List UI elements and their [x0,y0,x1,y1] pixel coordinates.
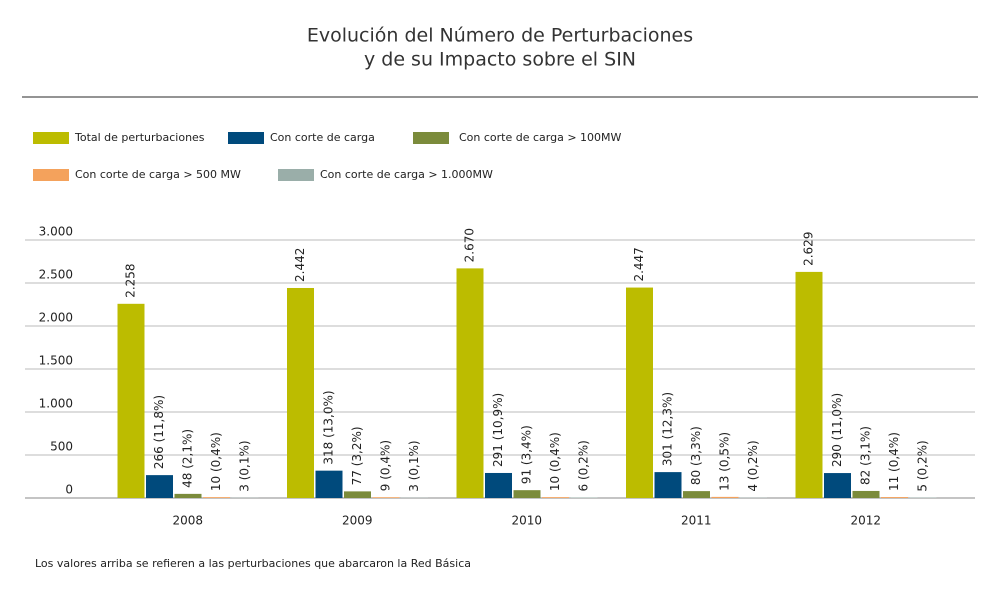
bar [146,475,173,498]
value-label: 301 (12,3%) [661,392,675,466]
y-tick-label: 2.000 [39,311,73,325]
value-label: 3 (0,1%) [407,440,421,491]
y-tick-label: 1.000 [39,397,73,411]
value-label: 48 (2,1%) [181,429,195,488]
legend-label: Con corte de carga > 1.000MW [320,168,493,181]
value-label: 82 (3,1%) [859,426,873,485]
value-label: 318 (13,0%) [322,390,336,464]
bar [626,287,653,498]
y-tick-label: 500 [50,440,73,454]
value-label: 291 (10,9%) [491,393,505,467]
bar [654,472,682,498]
value-label: 91 (3,4%) [520,425,534,484]
footnote: Los valores arriba se refieren a las per… [35,557,471,570]
x-tick-label: 2008 [172,514,203,528]
bar [372,497,400,498]
bar [344,491,371,498]
chart-title: Evolución del Número de Perturbaciones [307,25,693,47]
value-label: 10 (0,4%) [209,432,223,491]
legend-swatch [33,169,69,181]
x-tick-label: 2009 [342,514,373,528]
bar [824,473,851,498]
bar [795,271,823,498]
bar [513,490,541,498]
value-label: 3 (0,1%) [238,440,252,491]
y-tick-label: 3.000 [39,225,73,239]
legend-label: Total de perturbaciones [74,131,205,144]
bar [570,497,598,498]
legend-swatch [278,169,314,181]
legend-swatch [228,132,264,144]
y-tick-label: 1.500 [39,354,73,368]
bar [287,287,314,498]
bar [456,268,484,498]
x-tick-label: 2012 [850,514,881,528]
value-label: 80 (3,3%) [689,426,703,485]
y-tick-label: 0 [65,483,73,497]
value-label: 2.447 [632,247,646,281]
bar [117,303,145,498]
y-tick-label: 2.500 [39,268,73,282]
bar [203,497,230,498]
value-label: 2.670 [463,228,477,262]
legend-label: Con corte de carga [270,131,375,144]
legend-label: Con corte de carga > 100MW [459,131,622,144]
value-label: 10 (0,4%) [548,432,562,491]
legend-swatch [413,132,449,144]
bar [711,496,739,498]
value-label: 6 (0,2%) [577,440,591,491]
chart-title: y de su Impacto sobre el SIN [364,49,636,71]
value-label: 5 (0,2%) [916,440,930,491]
value-label: 77 (3,2%) [350,426,364,485]
value-label: 2.629 [802,232,816,266]
x-tick-label: 2011 [681,514,712,528]
value-label: 13 (0,5%) [718,432,732,491]
value-label: 9 (0,4%) [379,440,393,491]
value-label: 4 (0,2%) [746,440,760,491]
legend-swatch [33,132,69,144]
value-label: 266 (11,8%) [152,395,166,469]
value-label: 2.442 [293,248,307,282]
bar [315,470,343,498]
bar [881,497,908,498]
bar [174,493,202,498]
bar [485,472,512,498]
value-label: 11 (0,4%) [887,432,901,491]
x-tick-label: 2010 [511,514,542,528]
bar [852,490,880,498]
value-label: 2.258 [124,263,138,297]
bar [683,491,710,498]
value-label: 290 (11,0%) [830,393,844,467]
legend-label: Con corte de carga > 500 MW [75,168,241,181]
bar [542,497,569,498]
